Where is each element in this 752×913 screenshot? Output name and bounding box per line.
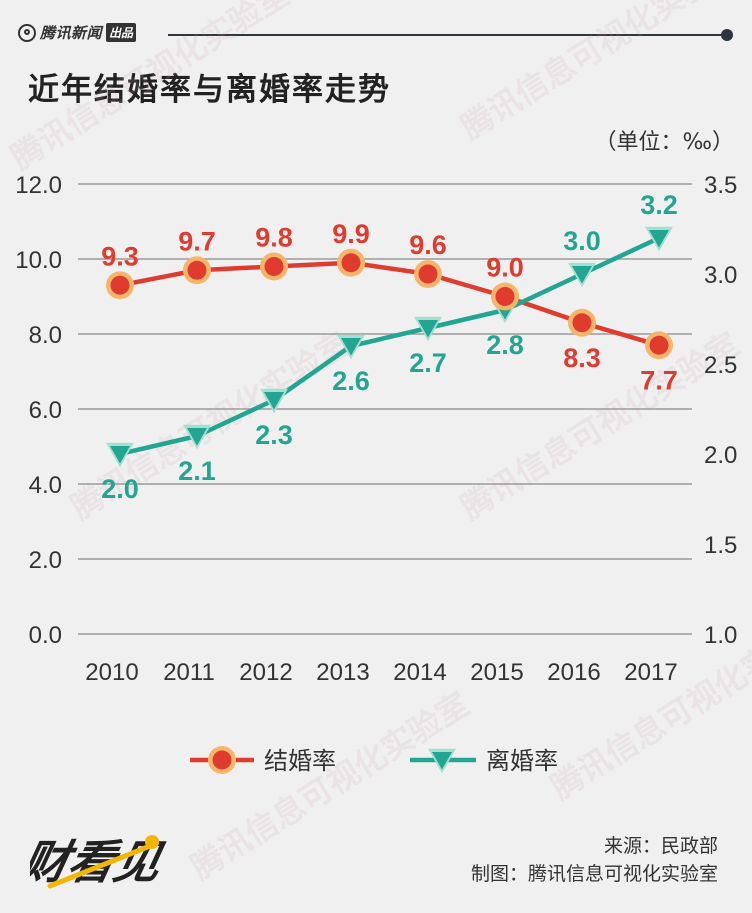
watermark-text: 腾讯信息可视化实验室 xyxy=(4,0,296,177)
legend-marker-marriage xyxy=(212,750,232,770)
divorce-data-label: 2.6 xyxy=(332,366,370,396)
brand-tag: 出品 xyxy=(106,23,137,42)
divorce-data-label: 2.1 xyxy=(178,456,216,486)
divorce-marker xyxy=(187,428,207,446)
marriage-data-label: 9.3 xyxy=(101,241,139,271)
marriage-marker xyxy=(495,287,515,306)
divorce-data-label: 2.3 xyxy=(255,420,293,450)
marriage-data-label: 9.8 xyxy=(255,223,293,253)
x-tick-label: 2014 xyxy=(393,659,446,686)
source-note: 来源：民政部 xyxy=(603,835,718,857)
marriage-data-label: 9.6 xyxy=(409,230,447,260)
credits: 来源：民政部 制图：腾讯信息可视化实验室 xyxy=(471,832,718,888)
brand-name: 腾讯新闻 xyxy=(40,24,103,42)
y-right-tick-label: 3.0 xyxy=(704,262,737,289)
watermark-text: 腾讯信息可视化实验室 xyxy=(184,685,476,887)
y-right-tick-label: 2.0 xyxy=(704,442,737,469)
divorce-marker xyxy=(649,230,669,248)
marriage-marker xyxy=(110,275,130,295)
x-tick-label: 2013 xyxy=(316,659,369,686)
y-right-tick-label: 1.0 xyxy=(704,622,737,649)
y-right-tick-label: 1.5 xyxy=(704,532,737,559)
divorce-data-label: 2.8 xyxy=(486,330,524,360)
y-left-tick-label: 2.0 xyxy=(29,547,62,574)
maker-note: 制图：腾讯信息可视化实验室 xyxy=(470,863,718,885)
divorce-data-label: 3.0 xyxy=(563,226,601,256)
legend-label-divorce: 离婚率 xyxy=(486,747,558,775)
divorce-marker xyxy=(572,266,592,284)
series-line-divorce xyxy=(119,235,660,457)
top-bar: 腾讯新闻 出品 xyxy=(18,18,734,50)
marriage-marker xyxy=(264,257,284,276)
marriage-marker xyxy=(418,264,438,284)
marriage-data-label: 9.9 xyxy=(332,219,370,249)
header-divider xyxy=(168,34,728,36)
marriage-data-label: 9.7 xyxy=(178,226,216,256)
y-right-tick-label: 3.5 xyxy=(704,172,737,199)
divorce-data-label: 3.2 xyxy=(640,190,678,220)
y-left-tick-label: 10.0 xyxy=(15,247,62,274)
marriage-marker xyxy=(341,253,361,273)
x-tick-label: 2015 xyxy=(470,659,523,686)
marriage-marker xyxy=(649,335,669,355)
x-tick-label: 2016 xyxy=(547,659,600,686)
legend-marker-divorce xyxy=(432,752,452,770)
marriage-marker xyxy=(187,260,207,280)
divorce-data-label: 2.0 xyxy=(101,474,139,504)
marriage-marker xyxy=(572,313,592,333)
divorce-marker xyxy=(418,320,438,338)
marriage-data-label: 8.3 xyxy=(563,343,601,373)
chart-title: 近年结婚率与离婚率走势 xyxy=(28,72,391,108)
caikanjian-logo: 财看见 xyxy=(30,835,169,889)
watermark-text: 腾讯信息可视化实验室 xyxy=(454,0,746,147)
y-left-tick-label: 4.0 xyxy=(29,472,62,499)
legend-label-marriage: 结婚率 xyxy=(264,747,336,775)
marriage-data-label: 9.0 xyxy=(486,253,524,283)
unit-label: （单位：‰） xyxy=(594,130,734,155)
y-left-tick-label: 6.0 xyxy=(29,397,62,424)
divorce-marker xyxy=(110,446,130,464)
x-tick-label: 2010 xyxy=(85,659,138,686)
y-left-tick-label: 12.0 xyxy=(15,172,62,199)
brand: 腾讯新闻 出品 xyxy=(18,22,137,43)
marriage-data-label: 7.7 xyxy=(640,365,678,395)
tencent-news-logo-icon xyxy=(18,23,36,42)
y-right-tick-label: 2.5 xyxy=(704,352,737,379)
x-tick-label: 2017 xyxy=(624,659,677,686)
x-tick-label: 2012 xyxy=(239,659,292,686)
divorce-data-label: 2.7 xyxy=(409,348,447,378)
y-left-tick-label: 8.0 xyxy=(29,322,62,349)
divorce-marker xyxy=(341,338,361,356)
header-divider-dot xyxy=(721,29,733,41)
y-left-tick-label: 0.0 xyxy=(29,622,62,649)
divorce-marker xyxy=(264,392,284,410)
x-tick-label: 2011 xyxy=(163,659,215,686)
